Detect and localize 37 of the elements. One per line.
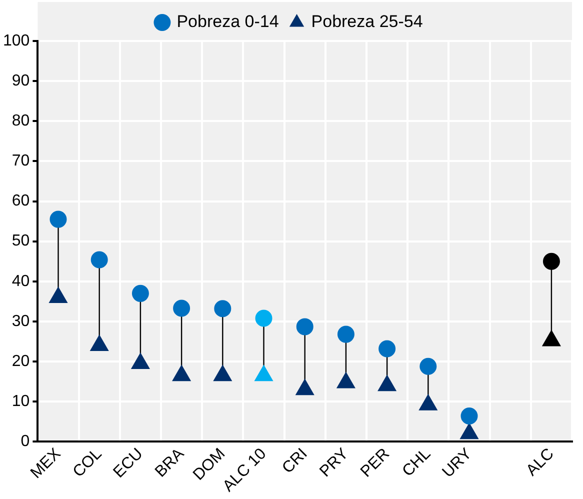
point xyxy=(90,251,108,268)
point xyxy=(131,353,150,370)
x-tick-label: CHL xyxy=(399,445,434,480)
y-tick-label: 80 xyxy=(12,112,30,130)
point xyxy=(254,365,273,382)
point xyxy=(296,318,314,336)
y-tick-label: 90 xyxy=(12,72,30,90)
point xyxy=(336,372,356,388)
point xyxy=(418,394,438,410)
point xyxy=(255,310,272,327)
point xyxy=(50,210,67,228)
point xyxy=(296,379,314,396)
x-tick-label: CRI xyxy=(279,445,311,477)
point xyxy=(172,365,191,382)
point xyxy=(542,330,561,346)
legend-label: Pobreza 0-14 xyxy=(176,12,279,32)
point xyxy=(214,300,232,318)
y-tick-label: 0 xyxy=(20,433,30,450)
point xyxy=(213,365,232,382)
y-tick-label: 100 xyxy=(2,32,30,50)
y-tick-label: 70 xyxy=(12,152,30,170)
y-tick-label: 50 xyxy=(12,232,30,250)
point xyxy=(90,335,109,352)
point xyxy=(337,326,354,343)
y-tick-label: 30 xyxy=(12,312,30,330)
y-tick-label: 10 xyxy=(12,393,30,410)
x-tick-label: COL xyxy=(70,445,106,481)
point xyxy=(173,300,190,317)
point xyxy=(542,252,560,270)
y-tick-label: 40 xyxy=(12,272,30,290)
y-tick-label: 20 xyxy=(12,352,30,370)
point xyxy=(460,423,478,440)
x-tick-label: BRA xyxy=(152,445,188,481)
point xyxy=(132,284,149,302)
point xyxy=(378,375,396,392)
legend-label: Pobreza 25-54 xyxy=(311,12,423,32)
y-tick-label: 60 xyxy=(12,192,30,210)
